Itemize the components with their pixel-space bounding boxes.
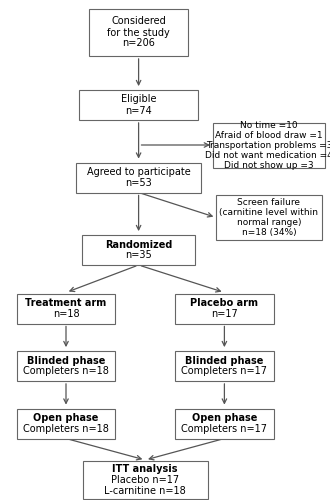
Text: n=17: n=17 <box>211 309 238 319</box>
Text: Considered: Considered <box>111 16 166 26</box>
Text: Open phase: Open phase <box>33 413 99 423</box>
FancyBboxPatch shape <box>175 408 274 438</box>
FancyBboxPatch shape <box>89 8 188 56</box>
Text: Placebo n=17: Placebo n=17 <box>111 475 179 485</box>
Text: (carnitine level within: (carnitine level within <box>219 208 318 217</box>
FancyBboxPatch shape <box>82 235 195 265</box>
Text: L-carnitine n=18: L-carnitine n=18 <box>104 486 186 496</box>
Text: Completers n=17: Completers n=17 <box>182 366 267 376</box>
Text: Eligible: Eligible <box>121 94 156 104</box>
FancyBboxPatch shape <box>76 162 201 192</box>
Text: Completers n=18: Completers n=18 <box>23 424 109 434</box>
Text: Agreed to participate: Agreed to participate <box>87 167 190 177</box>
FancyBboxPatch shape <box>16 351 116 381</box>
Text: Completers n=17: Completers n=17 <box>182 424 267 434</box>
Text: n=74: n=74 <box>125 106 152 116</box>
FancyBboxPatch shape <box>82 461 208 499</box>
FancyBboxPatch shape <box>175 351 274 381</box>
Text: ITT analysis: ITT analysis <box>113 464 178 474</box>
Text: n=206: n=206 <box>122 38 155 48</box>
Text: n=53: n=53 <box>125 178 152 188</box>
Text: Blinded phase: Blinded phase <box>27 356 105 366</box>
FancyBboxPatch shape <box>79 90 198 120</box>
Text: n=35: n=35 <box>125 250 152 260</box>
FancyBboxPatch shape <box>216 195 322 240</box>
Text: Blinded phase: Blinded phase <box>185 356 264 366</box>
Text: Treatment arm: Treatment arm <box>25 298 107 308</box>
FancyBboxPatch shape <box>175 294 274 324</box>
Text: normal range): normal range) <box>237 218 301 227</box>
Text: No time =10: No time =10 <box>240 120 298 130</box>
Text: Did not want medication =4: Did not want medication =4 <box>205 150 330 160</box>
Text: for the study: for the study <box>107 28 170 38</box>
Text: Screen failure: Screen failure <box>238 198 300 207</box>
Text: Did not show up =3: Did not show up =3 <box>224 160 314 170</box>
FancyBboxPatch shape <box>16 408 116 438</box>
Text: Transportation problems =3: Transportation problems =3 <box>206 140 330 149</box>
Text: Placebo arm: Placebo arm <box>190 298 258 308</box>
Text: Randomized: Randomized <box>105 240 172 250</box>
Text: Afraid of blood draw =1: Afraid of blood draw =1 <box>215 130 323 140</box>
Text: Open phase: Open phase <box>192 413 257 423</box>
Text: n=18 (34%): n=18 (34%) <box>242 228 296 237</box>
Text: Completers n=18: Completers n=18 <box>23 366 109 376</box>
FancyBboxPatch shape <box>16 294 116 324</box>
Text: n=18: n=18 <box>53 309 79 319</box>
FancyBboxPatch shape <box>213 122 325 168</box>
